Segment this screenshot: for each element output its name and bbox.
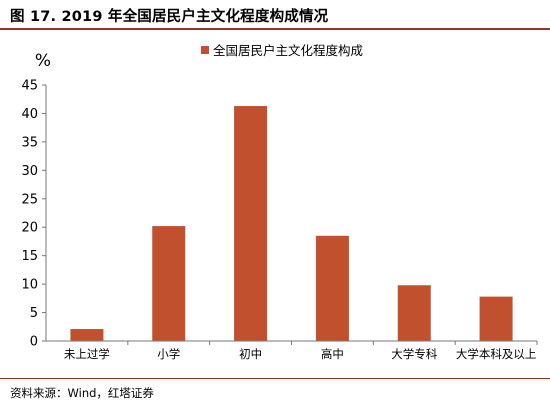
y-axis-unit-label: % [35, 51, 51, 71]
y-axis: 0 5 10 15 20 25 30 35 40 45 [21, 79, 47, 350]
legend: 全国居民户主文化程度构成 [201, 43, 363, 58]
x-tick-label: 初中 [239, 347, 262, 361]
y-tick-label: 35 [21, 135, 38, 150]
bars [70, 106, 513, 341]
x-tick-label: 未上过学 [64, 347, 110, 361]
y-tick-label: 45 [21, 79, 38, 94]
y-tick-label: 40 [21, 107, 38, 122]
bar-chart: % 全国居民户主文化程度构成 0 5 10 15 20 25 30 35 40 45 未上过学 小学… [21, 43, 538, 361]
x-tick-label: 高中 [321, 347, 344, 361]
x-tick-label: 大学本科及以上 [456, 347, 537, 361]
y-tick-label: 5 [30, 306, 38, 321]
title-rule [0, 28, 550, 30]
bar-2 [234, 106, 268, 341]
y-tick-label: 30 [21, 164, 38, 179]
source-rule [0, 378, 550, 379]
legend-swatch [201, 46, 209, 54]
y-tick-label: 20 [21, 221, 38, 236]
y-tick-label: 0 [30, 335, 38, 350]
x-tick-label: 大学专科 [391, 347, 437, 361]
y-tick-label: 15 [21, 249, 38, 264]
figure-title: 图 17. 2019 年全国居民户主文化程度构成情况 [10, 9, 329, 25]
x-axis: 未上过学 小学 初中 高中 大学专科 大学本科及以上 [46, 340, 538, 361]
bar-1 [152, 226, 186, 341]
bar-0 [70, 329, 104, 341]
legend-label: 全国居民户主文化程度构成 [213, 43, 363, 58]
x-tick-label: 小学 [157, 347, 180, 361]
y-tick-label: 25 [21, 192, 38, 207]
bar-5 [479, 296, 513, 341]
bar-4 [397, 285, 431, 341]
y-tick-label: 10 [21, 278, 38, 293]
source-note: 资料来源：Wind，红塔证券 [10, 386, 154, 400]
bar-3 [315, 235, 349, 341]
